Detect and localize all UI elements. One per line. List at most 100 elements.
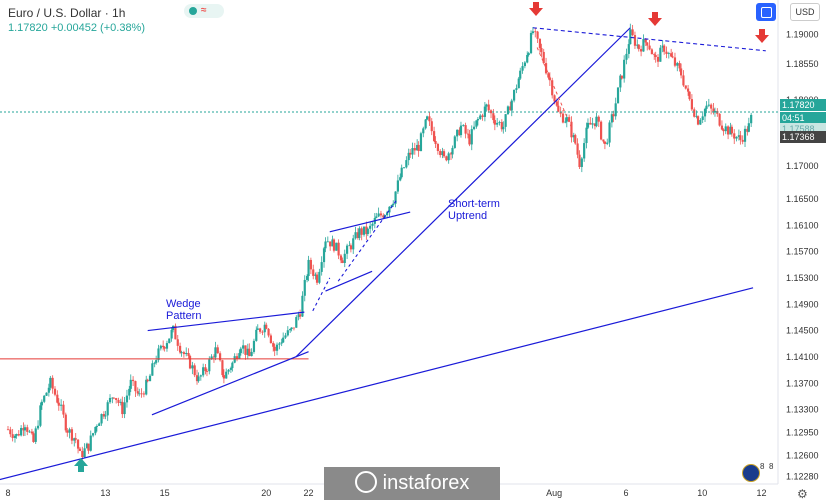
- candle-body: [656, 56, 660, 62]
- candle-body: [292, 327, 296, 329]
- candle-body: [53, 388, 57, 395]
- candle-body: [620, 75, 623, 79]
- candle-body: [73, 438, 76, 441]
- candle-body: [644, 39, 647, 43]
- candle-body: [553, 95, 556, 102]
- projection-dashed-1: [312, 277, 331, 312]
- candle-body: [464, 125, 467, 134]
- candle-body: [646, 42, 649, 46]
- candle-body: [148, 375, 152, 382]
- candle-body: [559, 111, 562, 114]
- candle-body: [529, 32, 533, 54]
- candle-body: [565, 117, 568, 122]
- candle-body: [11, 434, 14, 438]
- channel-upper-line: [329, 211, 411, 233]
- candle-body: [650, 49, 653, 55]
- candle-body: [648, 45, 651, 50]
- candle-body: [205, 371, 209, 372]
- candle-body: [329, 241, 332, 247]
- candle-body: [608, 122, 611, 143]
- candle-body: [671, 56, 674, 58]
- candle-body: [258, 328, 262, 332]
- candle-body: [439, 150, 442, 156]
- candle-body: [343, 253, 346, 263]
- y-tick-label: 1.14100: [786, 352, 819, 362]
- x-tick-label: 12: [757, 488, 767, 498]
- candle-body: [221, 360, 224, 376]
- candle-body: [70, 429, 74, 441]
- y-tick-label: 1.13700: [786, 378, 819, 388]
- eu-flag-icon[interactable]: [742, 464, 760, 482]
- candle-body: [551, 80, 554, 96]
- candle-body: [631, 29, 634, 36]
- candle-body: [422, 128, 425, 134]
- candle-body: [713, 110, 717, 113]
- candle-body: [741, 139, 744, 142]
- candle-body: [633, 35, 637, 46]
- candle-body: [337, 242, 340, 256]
- candle-body: [106, 402, 109, 416]
- y-tick-label: 1.18550: [786, 59, 819, 69]
- currency-badge[interactable]: USD: [790, 3, 820, 21]
- candle-body: [142, 393, 145, 395]
- candle-body: [98, 423, 101, 426]
- candle-body: [534, 31, 537, 33]
- x-tick-label: 8: [5, 488, 10, 498]
- candle-body: [56, 394, 59, 403]
- candle-body: [193, 365, 196, 376]
- y-tick-label: 1.15700: [786, 247, 819, 257]
- y-tick-label: 1.12600: [786, 451, 819, 461]
- candle-body: [32, 433, 35, 442]
- candle-body: [170, 330, 173, 339]
- candle-body: [610, 114, 613, 123]
- candle-body: [64, 414, 67, 431]
- candle-body: [356, 232, 359, 238]
- candle-body: [385, 212, 389, 216]
- candle-body: [606, 142, 609, 144]
- candle-body: [85, 443, 89, 449]
- candle-body: [134, 381, 137, 392]
- candle-body: [603, 141, 606, 144]
- candle-body: [180, 352, 183, 353]
- candle-body: [515, 88, 518, 90]
- wedge-label-line2: Pattern: [166, 310, 201, 322]
- candle-body: [654, 55, 657, 57]
- candle-body: [242, 345, 245, 349]
- fullscreen-button[interactable]: [756, 3, 776, 21]
- candle-body: [690, 99, 693, 110]
- candle-body: [693, 109, 696, 117]
- candle-body: [185, 352, 188, 355]
- uptrend-label-line1: Short-term: [448, 198, 500, 210]
- candle-body: [625, 53, 628, 60]
- candle-body: [521, 66, 524, 71]
- candle-body: [151, 363, 154, 376]
- candle-body: [718, 113, 721, 126]
- candle-body: [369, 225, 372, 229]
- candle-body: [623, 59, 626, 79]
- candle-body: [424, 119, 427, 129]
- candle-body: [282, 337, 285, 343]
- candle-body: [707, 104, 710, 106]
- candle-body: [568, 117, 571, 122]
- candle-body: [540, 47, 543, 52]
- y-tick-label: 1.13300: [786, 405, 819, 415]
- candle-body: [616, 87, 620, 104]
- candle-body: [227, 369, 230, 372]
- candle-body: [225, 371, 228, 379]
- y-tick-label: 1.14500: [786, 326, 819, 336]
- candle-body: [297, 314, 300, 318]
- candle-body: [138, 393, 141, 395]
- candle-body: [163, 347, 166, 349]
- candle-body: [255, 329, 258, 341]
- settings-gear-icon[interactable]: ⚙: [797, 487, 808, 501]
- candle-body: [730, 126, 733, 134]
- candle-body: [87, 443, 90, 451]
- candle-body: [538, 38, 542, 48]
- candle-body: [358, 228, 361, 238]
- candle-body: [89, 435, 92, 451]
- candle-body: [726, 126, 730, 135]
- indicator-toggle[interactable]: ≈: [184, 4, 224, 18]
- red-arrow-down-icon: [648, 12, 662, 26]
- candle-body: [504, 114, 507, 127]
